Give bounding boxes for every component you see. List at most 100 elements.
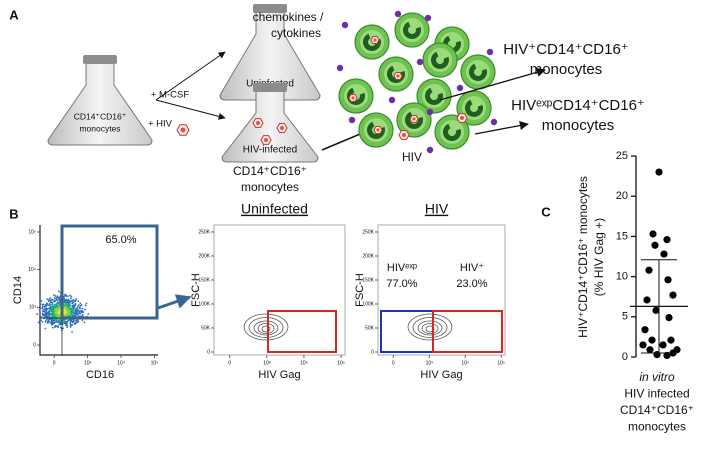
label: chemokines /: [253, 10, 324, 24]
event: [68, 312, 70, 314]
arrow: [475, 124, 528, 134]
label: 250K: [198, 229, 210, 235]
event: [74, 300, 76, 302]
label: Uninfected: [241, 201, 308, 217]
event: [57, 326, 59, 328]
event: [46, 318, 48, 320]
event: [71, 312, 73, 314]
event: [70, 297, 72, 299]
event: [81, 304, 83, 306]
event: [72, 312, 74, 314]
event: [66, 307, 68, 309]
event: [72, 302, 74, 304]
event: [64, 311, 66, 313]
event: [48, 321, 50, 323]
x-axis-label: in vitro: [639, 370, 675, 384]
virus-core: [402, 133, 406, 137]
event: [85, 303, 87, 305]
event: [68, 300, 70, 302]
event: [64, 307, 66, 309]
event: [48, 314, 50, 316]
label: monocytes: [79, 123, 120, 133]
event: [55, 325, 57, 327]
event: [63, 298, 65, 300]
y-tick-label: 5: [622, 311, 628, 323]
point: [646, 346, 653, 353]
point: [651, 242, 658, 249]
chemokine-dot: [427, 147, 433, 153]
event: [71, 310, 73, 312]
label: 10³: [29, 305, 37, 311]
event: [69, 310, 71, 312]
event: [41, 300, 43, 302]
event: [46, 316, 48, 318]
event: [50, 320, 52, 322]
x-axis-label: CD14⁺CD16⁺: [620, 403, 694, 417]
event: [79, 302, 81, 304]
event: [66, 295, 68, 297]
gate: [381, 311, 433, 352]
event: [58, 306, 60, 308]
label: 0: [392, 360, 395, 366]
event: [36, 313, 38, 315]
point: [649, 230, 656, 237]
event: [45, 305, 47, 307]
event: [84, 309, 86, 311]
point: [664, 276, 671, 283]
label: 65.0%: [105, 234, 136, 246]
event: [71, 305, 73, 307]
label: HIVᵉˣᵖ: [387, 262, 417, 274]
point: [667, 337, 674, 344]
event: [69, 304, 71, 306]
label: HIV Gag: [420, 369, 462, 381]
y-axis-label: FSC-H: [354, 273, 366, 307]
event: [78, 310, 80, 312]
virus-core: [280, 126, 284, 130]
y-tick-label: 10: [616, 271, 628, 283]
chemokine-dot: [337, 65, 343, 71]
event: [70, 323, 72, 325]
event: [42, 321, 44, 323]
event: [82, 319, 84, 321]
label: A: [9, 7, 19, 22]
gate: [433, 311, 502, 352]
label: 0: [371, 349, 374, 355]
event: [52, 320, 54, 322]
virus-core: [396, 74, 399, 77]
event: [73, 320, 75, 322]
event: [57, 320, 59, 322]
label: HIV: [402, 150, 422, 164]
event: [49, 297, 51, 299]
label: HIV Gag: [258, 369, 300, 381]
event: [57, 307, 59, 309]
event: [66, 309, 68, 311]
label: 10³: [426, 360, 434, 366]
event: [53, 308, 55, 310]
chemokine-dot: [389, 97, 395, 103]
virus-core: [264, 138, 268, 142]
arrow: [156, 100, 225, 118]
point: [669, 291, 676, 298]
event: [65, 324, 67, 326]
event: [84, 321, 86, 323]
event: [54, 304, 56, 306]
label: 200K: [362, 253, 374, 259]
flask-cap: [253, 83, 287, 92]
event: [44, 328, 46, 330]
event: [51, 299, 53, 301]
event: [55, 306, 57, 308]
chemokine-dot: [491, 119, 497, 125]
point: [653, 351, 660, 358]
event: [42, 309, 44, 311]
event: [70, 320, 72, 322]
event: [85, 304, 87, 306]
event: [53, 294, 55, 296]
chemokine-dot: [349, 117, 355, 123]
event: [45, 307, 47, 309]
event: [41, 307, 43, 309]
event: [46, 303, 48, 305]
event: [57, 303, 59, 305]
point: [665, 314, 672, 321]
virus-core: [376, 128, 379, 131]
